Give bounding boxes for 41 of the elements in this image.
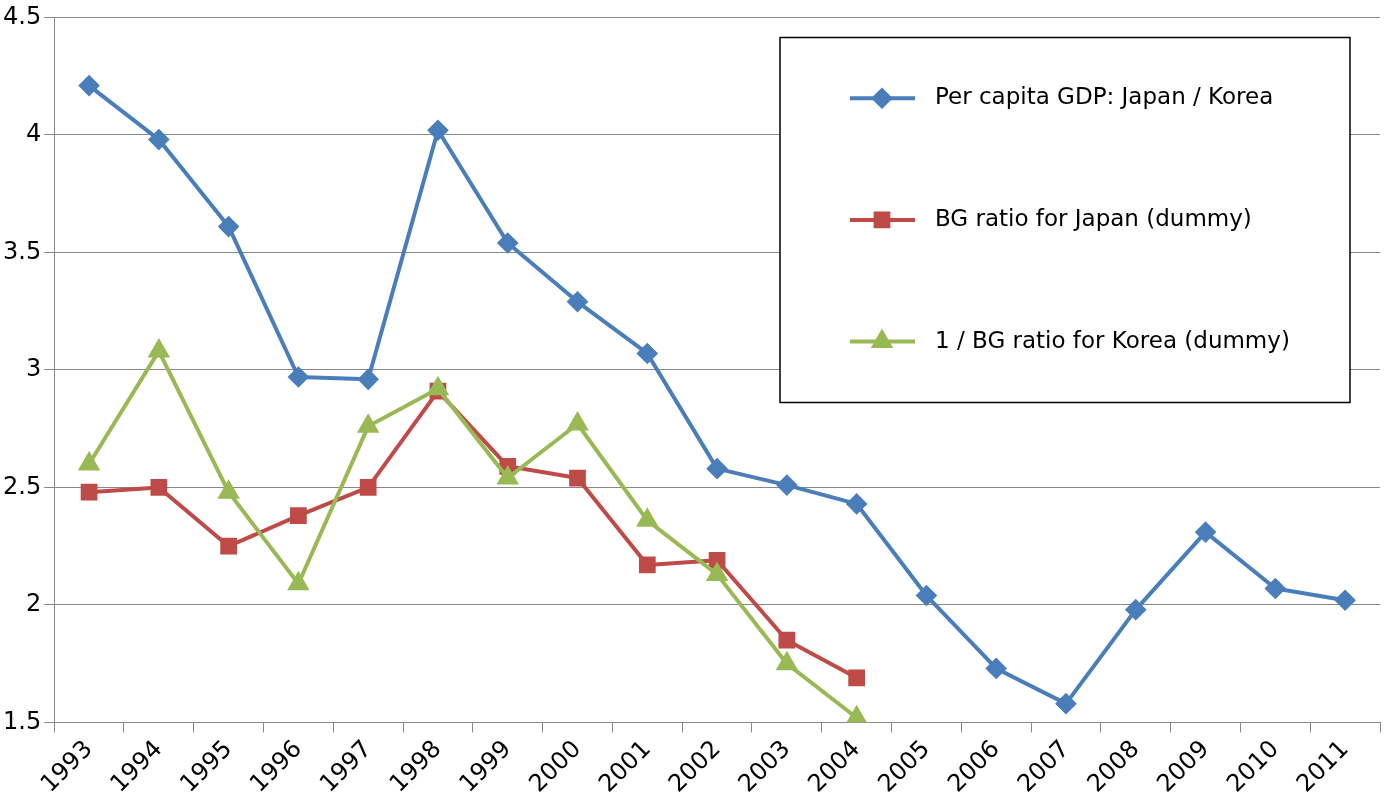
point: [427, 120, 448, 141]
y-tick-label: 3.5: [3, 236, 42, 265]
point: [569, 469, 586, 487]
point: [150, 479, 168, 496]
point: [1195, 522, 1216, 543]
point: [848, 669, 866, 687]
point: [1055, 693, 1076, 714]
y-tick-label: 2.5: [3, 471, 42, 500]
point: [637, 343, 658, 364]
y-tick-label: 1.5: [3, 706, 42, 735]
y-tick-label: 3: [25, 354, 42, 383]
point: [497, 467, 518, 485]
point: [638, 556, 656, 574]
legend-label: 1 / BG ratio for Korea (dummy): [935, 326, 1290, 353]
y-tick-label: 4: [25, 119, 42, 148]
point: [1335, 590, 1356, 611]
point: [218, 216, 239, 237]
y-tick-label: 4.5: [3, 1, 42, 30]
point: [846, 493, 867, 514]
point: [290, 507, 307, 524]
point: [288, 366, 309, 387]
point: [148, 129, 169, 150]
y-tick-label: 2: [25, 589, 42, 618]
point: [776, 475, 797, 496]
point: [497, 233, 518, 254]
point: [79, 75, 100, 96]
point: [1125, 599, 1146, 620]
point: [359, 479, 377, 496]
legend-label: Per capita GDP: Japan / Korea: [935, 83, 1274, 110]
point: [986, 658, 1007, 679]
point: [1265, 578, 1286, 599]
point: [567, 291, 588, 312]
point: [916, 585, 937, 606]
point: [358, 369, 379, 390]
point: [220, 537, 237, 555]
point: [80, 483, 98, 501]
legend-label: BG ratio for Japan (dummy): [935, 204, 1252, 231]
point: [778, 631, 796, 649]
point: [149, 340, 169, 358]
point: [218, 481, 239, 499]
point: [707, 458, 728, 479]
